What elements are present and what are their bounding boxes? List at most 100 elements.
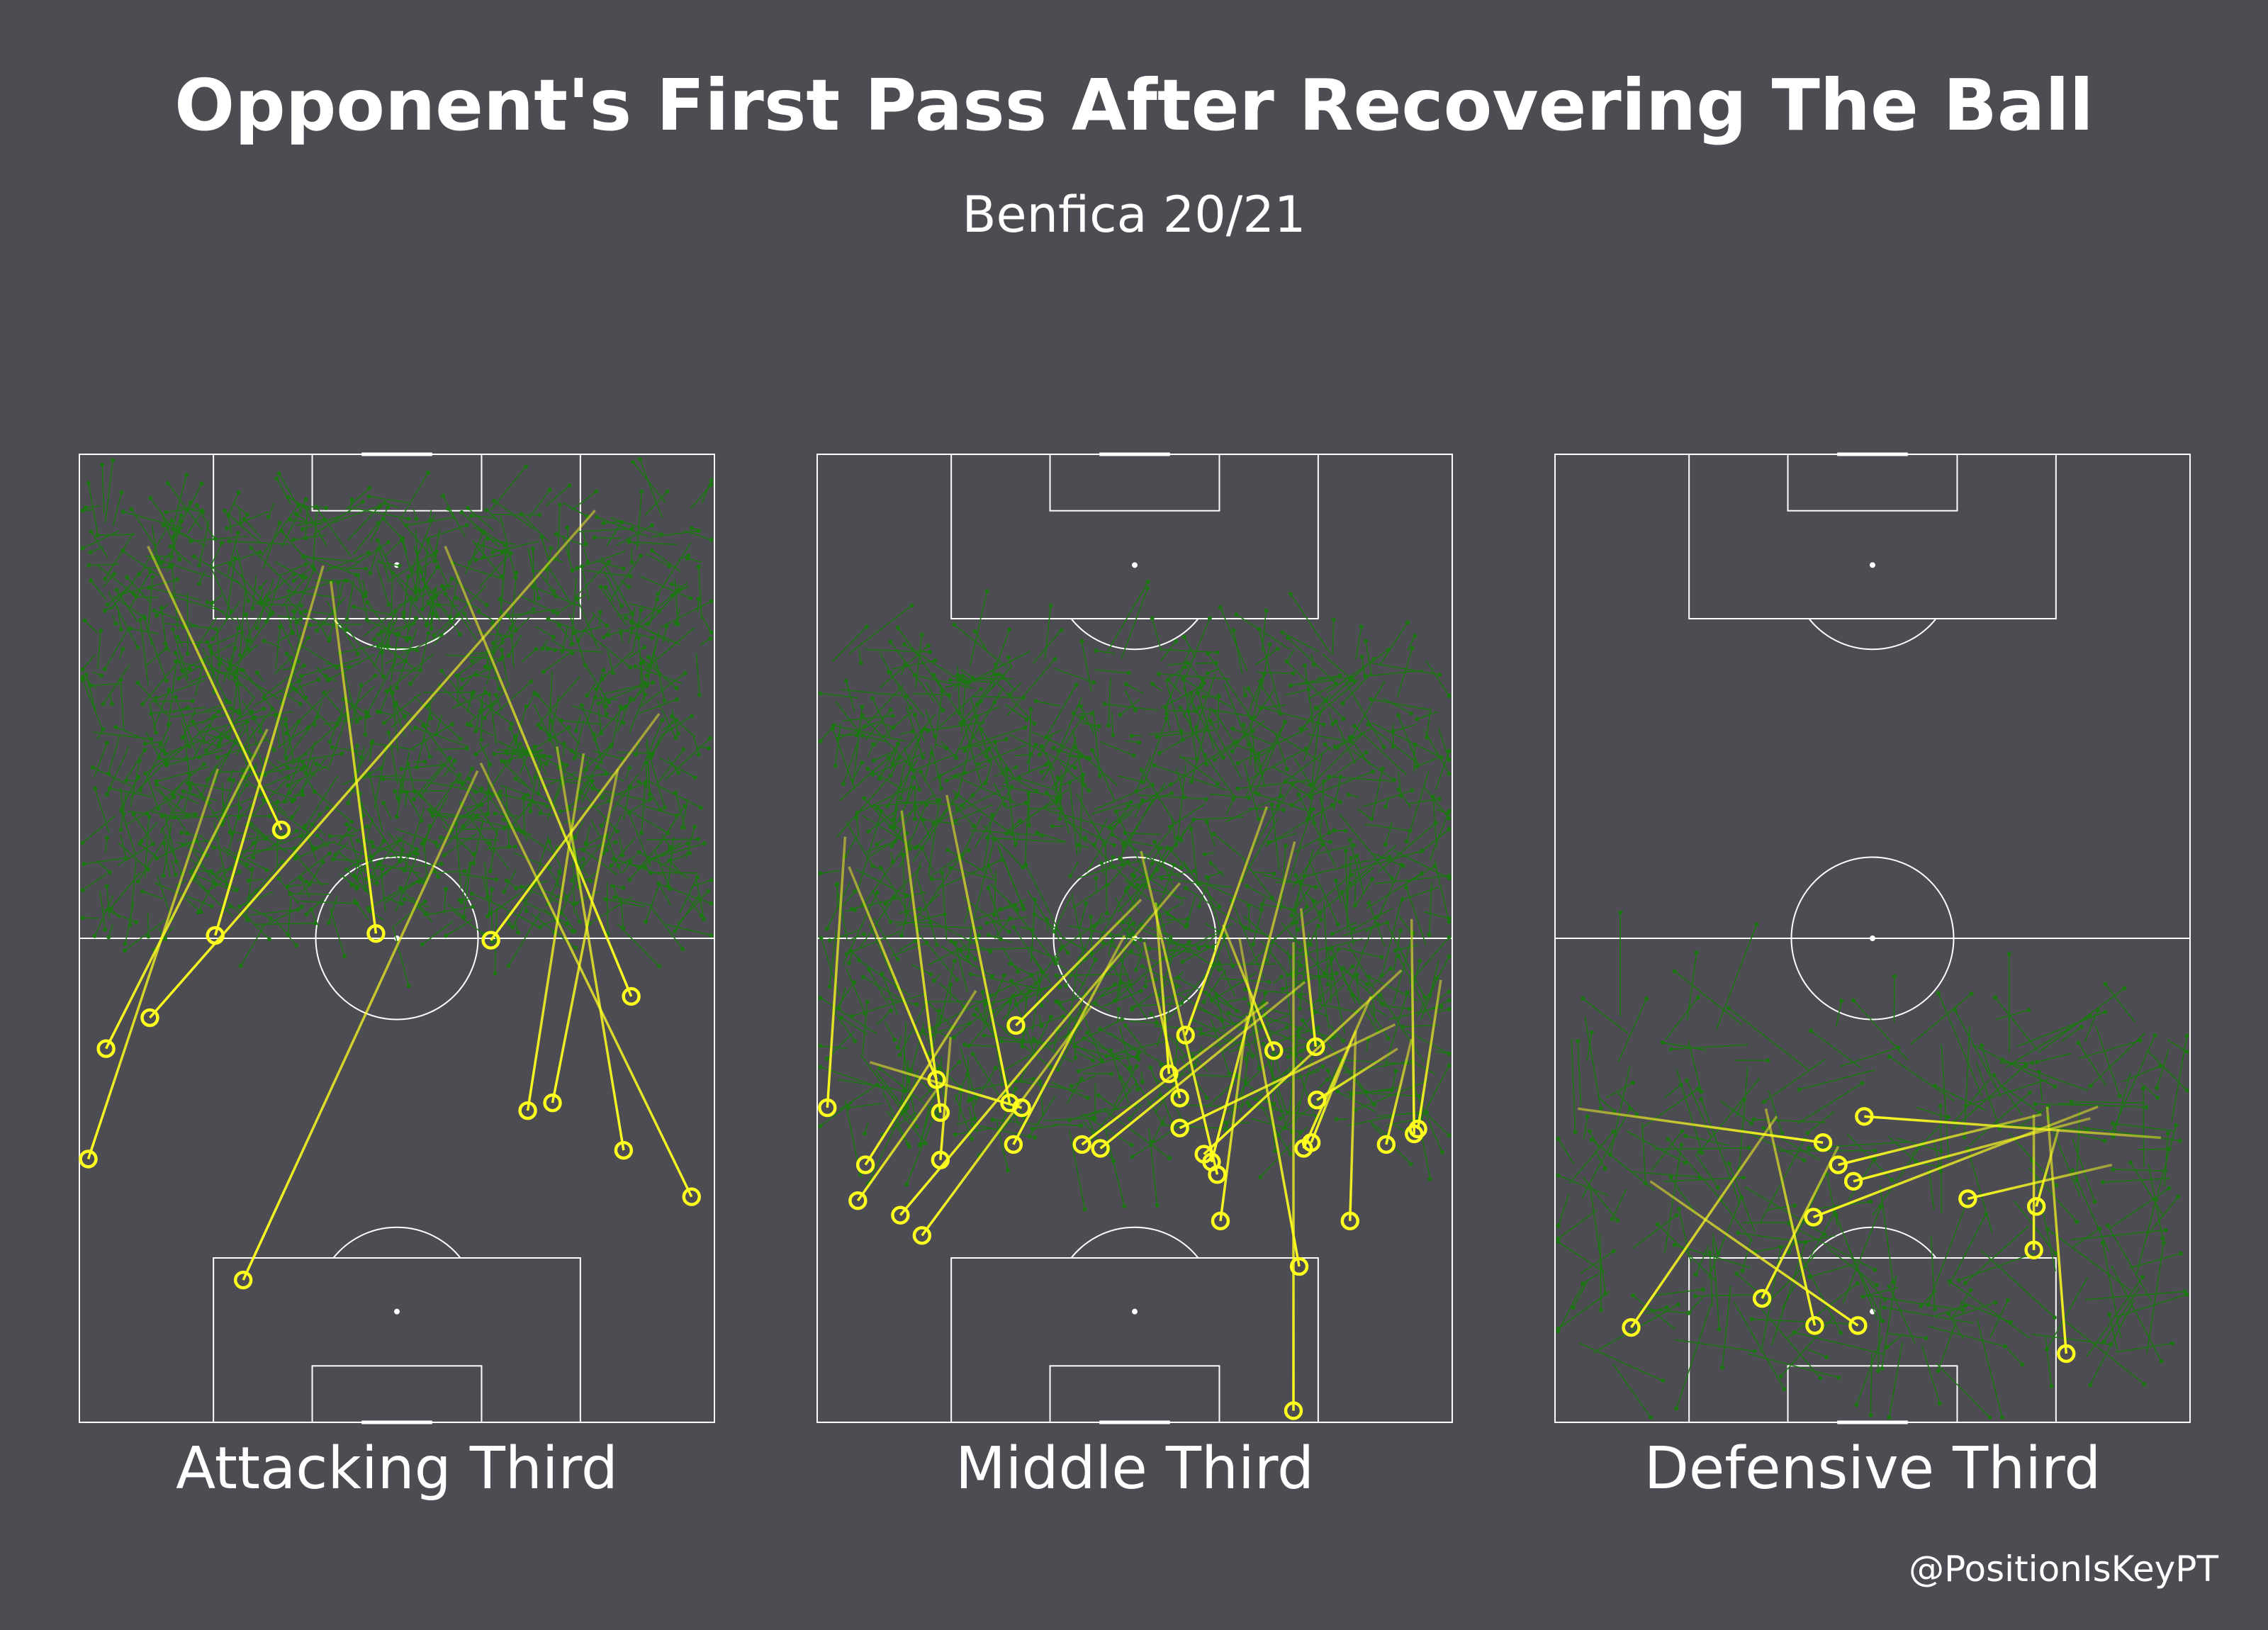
other-pass-line [1159,673,1230,680]
other-pass-end [1631,1293,1635,1298]
other-pass-line [994,918,1011,939]
other-pass-end [303,879,308,884]
other-pass-end [449,576,454,581]
other-pass-end [669,582,674,587]
other-pass-end [185,831,190,836]
other-pass-line [1044,605,1052,660]
other-pass-line [1948,1313,1964,1339]
other-pass-end [1196,705,1201,710]
other-pass-line [305,506,308,539]
other-pass-line [1316,694,1331,709]
other-pass-line [120,787,125,814]
other-pass-line [1186,896,1196,925]
other-pass-line [1839,1047,1899,1067]
highlighted-pass-line [1238,938,1301,1267]
other-pass-end [895,625,900,630]
other-pass-end [266,515,271,519]
other-pass-end [668,887,672,891]
other-pass-end [80,888,85,893]
other-pass-end [461,611,466,616]
other-pass-line [548,841,563,870]
other-pass-end [406,517,411,522]
other-pass-end [1333,719,1338,724]
other-pass-end [376,632,381,637]
other-pass-line [577,787,618,832]
other-pass-end [1089,951,1094,956]
other-pass-line [887,1111,909,1145]
other-pass-end [364,617,369,622]
other-pass-end [621,926,626,931]
other-pass-line [858,650,862,663]
other-pass-end [1887,1284,1892,1289]
other-pass-line [488,694,498,744]
other-pass-end [1674,1213,1679,1218]
other-pass-end [366,906,371,911]
other-pass-end [1839,999,1844,1004]
other-pass-end [174,659,178,664]
other-pass-end [1284,767,1289,772]
other-pass-end [485,894,490,899]
other-pass-end [121,811,126,816]
other-pass-line [1362,789,1413,808]
other-pass-line [371,742,415,751]
other-pass-line [146,775,159,809]
other-pass-line [1204,754,1236,799]
other-pass-line [613,801,668,834]
other-pass-end [118,678,123,682]
other-pass-line [622,786,631,821]
other-pass-line [872,917,899,960]
other-pass-end [912,816,917,821]
other-pass-line [1398,715,1419,765]
other-pass-line [1121,588,1149,659]
other-pass-line [1005,772,1037,792]
other-pass-end [1258,706,1263,711]
other-pass-end [1089,711,1094,716]
other-pass-end [179,513,184,518]
other-pass-end [442,853,447,858]
other-pass-end [237,653,242,658]
other-pass-end [378,766,383,771]
other-pass-end [269,916,273,921]
other-pass-end [1155,734,1160,739]
other-pass-line [1160,641,1177,662]
other-pass-line [908,1022,925,1081]
other-pass-line [1354,726,1407,775]
other-pass-end [972,1012,977,1017]
other-pass-line [1381,896,1403,976]
other-pass-end [140,889,145,894]
highlighted-pass-end-marker [518,1101,537,1120]
other-pass-line [1184,636,1196,658]
other-pass-end [1132,940,1137,945]
other-pass-end [1585,1114,1590,1119]
other-pass-end [1208,860,1213,865]
other-pass-line [172,515,182,539]
other-pass-end [685,556,690,561]
other-pass-end [1020,865,1025,870]
other-pass-end [504,549,509,553]
other-pass-line [1149,730,1182,736]
other-pass-end [509,634,514,639]
other-pass-line [1699,1077,1761,1153]
other-pass-end [1611,1249,1616,1254]
other-pass-line [1072,884,1108,909]
other-pass-line [156,837,200,860]
other-pass-line [989,748,1005,777]
other-pass-end [1179,838,1184,843]
other-pass-end [413,586,418,591]
other-pass-line [890,757,900,777]
other-pass-line [916,792,960,848]
other-pass-end [137,841,142,846]
other-pass-line [106,586,130,605]
other-pass-end [80,667,85,672]
other-pass-end [381,720,386,725]
other-pass-line [1043,684,1077,741]
other-pass-end [966,848,971,853]
other-pass-end [549,546,554,551]
other-pass-line [1111,812,1133,829]
other-pass-line [1364,824,1410,832]
other-pass-end [466,505,471,510]
other-pass-line [139,843,159,860]
other-pass-end [1128,916,1133,921]
other-pass-line [1558,1174,1609,1196]
other-pass-line [172,564,179,631]
